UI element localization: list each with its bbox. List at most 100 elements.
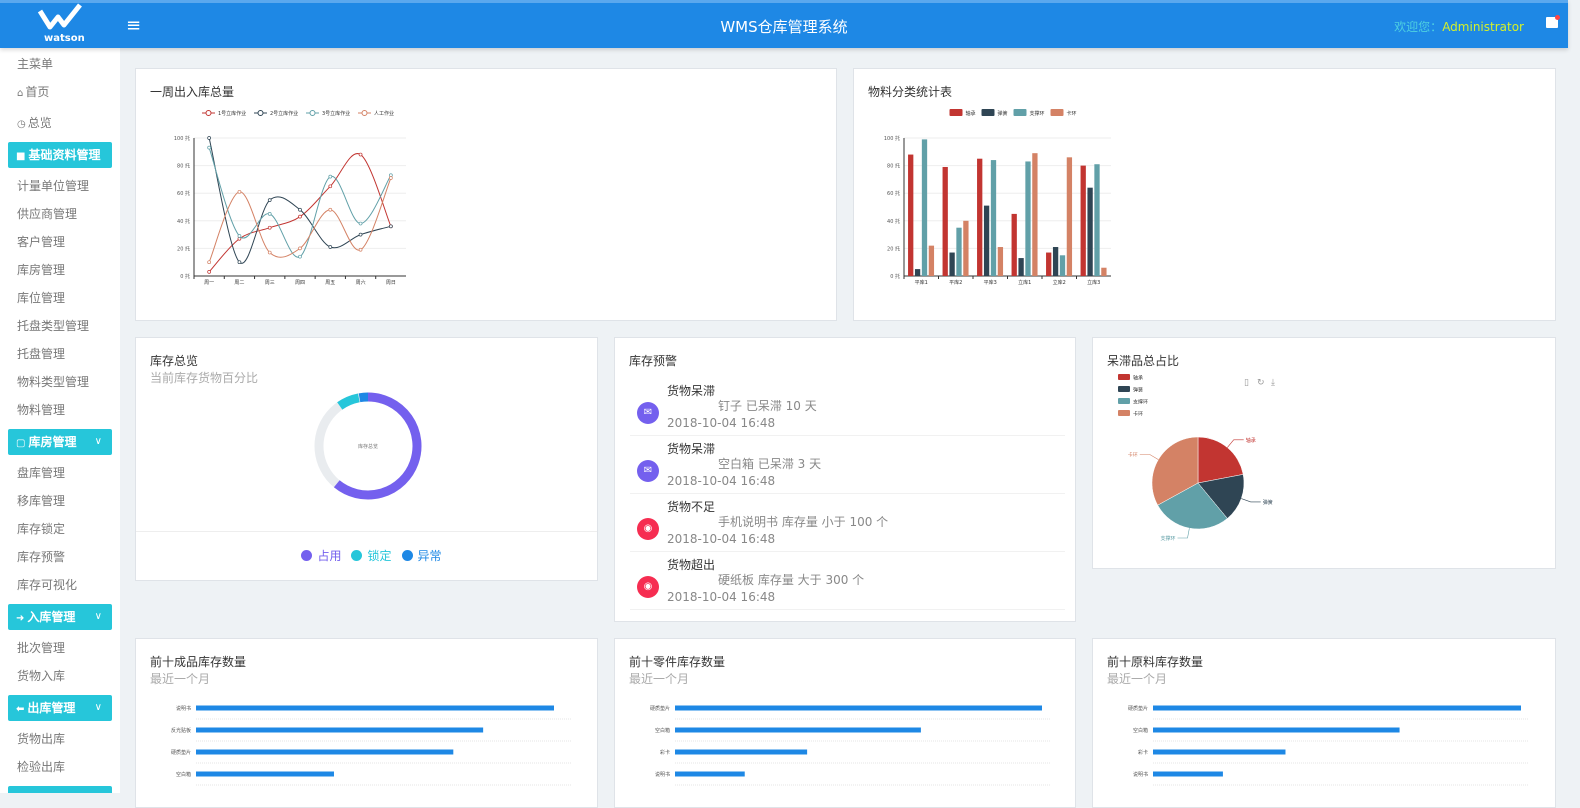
x-tick-label: 立库1 xyxy=(1018,279,1031,286)
warning-detail: 空白箱 已呆滞 3 天 xyxy=(718,457,822,471)
bar xyxy=(1059,255,1066,276)
sidebar-group-1[interactable]: ▢ 库房管理 ∨ xyxy=(8,429,112,455)
sidebar-item[interactable]: 盘库管理 xyxy=(17,466,66,480)
bar xyxy=(983,205,990,276)
restore-icon[interactable]: ↻ xyxy=(1257,378,1265,388)
sidebar-item[interactable]: 计量单位管理 xyxy=(17,179,90,193)
sidebar-group-more[interactable] xyxy=(8,786,112,793)
y-tick-label: 0 托 xyxy=(890,273,900,280)
data-point xyxy=(237,189,242,194)
sidebar-item[interactable]: 货物入库 xyxy=(17,669,66,683)
welcome-label: 欢迎您： xyxy=(1394,20,1443,34)
pie-label-line xyxy=(1227,439,1244,448)
legend-label[interactable]: 弹簧 xyxy=(1133,387,1143,394)
sidebar-item[interactable]: 库位管理 xyxy=(17,291,66,305)
x-tick-label: 周三 xyxy=(265,280,275,286)
legend-swatch xyxy=(1118,374,1130,380)
sidebar-item[interactable]: 批次管理 xyxy=(17,641,66,655)
sidebar-item[interactable]: 货物出库 xyxy=(17,732,66,746)
legend-label[interactable]: 支撑环 xyxy=(1030,110,1045,117)
sidebar-group-label: 出库管理 xyxy=(27,701,76,715)
y-tick-label: 20 托 xyxy=(177,245,190,252)
donut-legend: 占用 锁定 异常 xyxy=(136,547,597,564)
y-tick-label: 空白箱 xyxy=(655,727,670,734)
legend-label[interactable]: 锁定 xyxy=(367,549,392,563)
legend-swatch xyxy=(981,109,995,116)
sidebar-item[interactable]: 客户管理 xyxy=(17,235,66,249)
square-icon: ▢ xyxy=(16,438,26,449)
card-subtitle: 当前库存货物百分比 xyxy=(150,371,259,385)
sidebar-item[interactable]: 库存锁定 xyxy=(17,522,66,536)
warning-title: 货物超出 xyxy=(667,558,716,572)
bar xyxy=(942,166,948,276)
bar xyxy=(196,705,554,711)
legend-label[interactable]: 1号立库作业 xyxy=(218,110,246,117)
y-tick-label: 彩卡 xyxy=(660,749,670,756)
y-tick-label: 60 托 xyxy=(177,190,190,197)
dashboard-icon: ◷ xyxy=(17,119,26,130)
sidebar-item[interactable]: 库存预警 xyxy=(17,550,66,564)
legend-label[interactable]: 弹簧 xyxy=(998,110,1008,117)
warning-date: 2018-10-04 16:48 xyxy=(667,416,776,430)
download-icon[interactable]: ⤓ xyxy=(1271,378,1275,388)
stock-overview-card: 库存总览 当前库存货物百分比 库存总览 占用 锁定 异常 xyxy=(135,337,598,581)
sidebar-group-label: 基础资料管理 xyxy=(28,148,101,162)
sidebar-item[interactable]: 供应商管理 xyxy=(17,207,78,221)
sidebar-item[interactable]: 库存可视化 xyxy=(17,578,78,592)
warning-item[interactable]: ✉ 货物呆滞 钉子 已呆滞 10 天 2018-10-04 16:48 xyxy=(630,378,1065,436)
legend-label[interactable]: 异常 xyxy=(417,549,442,563)
weekly-line-chart: 0 托 20 托 40 托 60 托 80 托 100 托周一 周二 周三 周四 周五 周六 周日 1号… xyxy=(174,110,406,286)
logo[interactable]: watson xyxy=(30,3,90,48)
legend-label[interactable]: 支撑环 xyxy=(1133,399,1148,406)
sidebar-item-home[interactable]: ⌂ 首页 xyxy=(0,78,120,106)
legend-label[interactable]: 2号立库作业 xyxy=(270,110,298,117)
sidebar-item[interactable]: 托盘管理 xyxy=(17,347,66,361)
pie-label: 支撑环 xyxy=(1160,535,1175,542)
y-tick-label: 40 托 xyxy=(887,218,900,225)
arrow-right-icon: ➜ xyxy=(16,613,25,624)
data-point xyxy=(389,176,393,180)
bar xyxy=(928,245,935,276)
legend-label[interactable]: 3号立库作业 xyxy=(322,110,350,117)
warning-item[interactable]: ◉ 货物不足 手机说明书 库存量 小于 100 个 2018-10-04 16:48 xyxy=(630,494,1065,552)
sidebar-group-0[interactable]: ■ 基础资料管理 xyxy=(8,142,112,168)
legend-marker xyxy=(257,110,264,116)
y-tick-label: 80 托 xyxy=(177,163,190,170)
warning-item[interactable]: ✉ 货物呆滞 空白箱 已呆滞 3 天 2018-10-04 16:48 xyxy=(630,436,1065,494)
hamburger-icon[interactable]: ≡ xyxy=(126,15,142,36)
legend-label[interactable]: 轴承 xyxy=(1133,375,1143,382)
y-tick-label: 说明书 xyxy=(655,771,670,778)
data-point xyxy=(298,246,302,251)
legend-label[interactable]: 卡环 xyxy=(1067,110,1077,117)
legend-swatch xyxy=(1118,398,1130,404)
x-tick-label: 立库3 xyxy=(1087,279,1100,286)
pie-slice xyxy=(1157,482,1228,530)
bar xyxy=(990,160,997,276)
sidebar-item[interactable]: 检验出库 xyxy=(17,760,66,774)
warning-item[interactable]: ◉ 货物超出 硬纸板 库存量 大于 300 个 2018-10-04 16:48 xyxy=(630,552,1065,610)
sidebar-group-2[interactable]: ➜ 入库管理 ∨ xyxy=(8,604,112,630)
legend-label[interactable]: 卡环 xyxy=(1133,411,1143,418)
pie-slice xyxy=(1197,436,1244,484)
legend-swatch xyxy=(1118,386,1130,392)
legend-label[interactable]: 人工作业 xyxy=(374,110,394,117)
bar xyxy=(921,139,928,276)
sidebar-item-overview[interactable]: ◷ 总览 xyxy=(0,109,120,137)
sidebar-group-3[interactable]: ⬅ 出库管理 ∨ xyxy=(8,695,112,721)
sidebar-item[interactable]: 托盘类型管理 xyxy=(17,319,90,333)
data-view-icon[interactable]: ▯ xyxy=(1244,378,1249,388)
data-point xyxy=(207,136,211,140)
legend-label[interactable]: 轴承 xyxy=(966,110,976,117)
sidebar-item[interactable]: 移库管理 xyxy=(17,494,66,508)
flag-icon[interactable] xyxy=(1546,15,1560,28)
user-name[interactable]: Administrator xyxy=(1442,20,1524,34)
legend-marker xyxy=(361,110,368,116)
data-point xyxy=(358,221,363,226)
sidebar-item[interactable]: 物料管理 xyxy=(17,403,66,417)
y-tick-label: 100 托 xyxy=(884,135,900,142)
sidebar-item[interactable]: 物料类型管理 xyxy=(17,375,90,389)
sidebar-item[interactable]: 库房管理 xyxy=(17,263,66,277)
legend-label[interactable]: 占用 xyxy=(317,549,342,563)
